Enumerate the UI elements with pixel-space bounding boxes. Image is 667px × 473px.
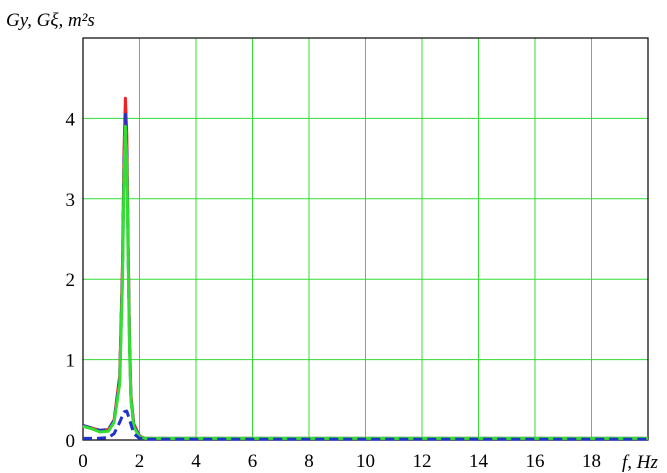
x-tick-label: 14 bbox=[469, 451, 489, 472]
x-tick-label: 4 bbox=[191, 451, 201, 472]
x-tick-label: 0 bbox=[78, 451, 88, 472]
y-tick-label: 1 bbox=[66, 351, 76, 372]
x-tick-label: 16 bbox=[526, 451, 545, 472]
y-tick-label: 0 bbox=[66, 431, 76, 452]
y-axis-label: Gy, Gξ, m²s bbox=[6, 10, 95, 31]
x-tick-label: 8 bbox=[304, 451, 314, 472]
x-tick-label: 12 bbox=[413, 451, 432, 472]
x-tick-label: 2 bbox=[135, 451, 145, 472]
y-tick-label: 3 bbox=[66, 190, 76, 211]
grid-lines bbox=[83, 38, 648, 440]
x-axis-label: f, Hz bbox=[622, 452, 659, 473]
y-tick-label: 2 bbox=[66, 270, 76, 291]
x-tick-label: 6 bbox=[248, 451, 258, 472]
x-tick-labels: 0 2 4 6 8 10 12 14 16 18 bbox=[78, 451, 601, 472]
x-tick-label: 18 bbox=[582, 451, 601, 472]
y-tick-labels: 0 1 2 3 4 bbox=[66, 109, 76, 452]
series-layer bbox=[82, 96, 648, 441]
series-line-4 bbox=[83, 409, 648, 441]
series-line-3 bbox=[82, 124, 648, 440]
x-tick-label: 10 bbox=[356, 451, 375, 472]
y-tick-label: 4 bbox=[66, 109, 76, 130]
